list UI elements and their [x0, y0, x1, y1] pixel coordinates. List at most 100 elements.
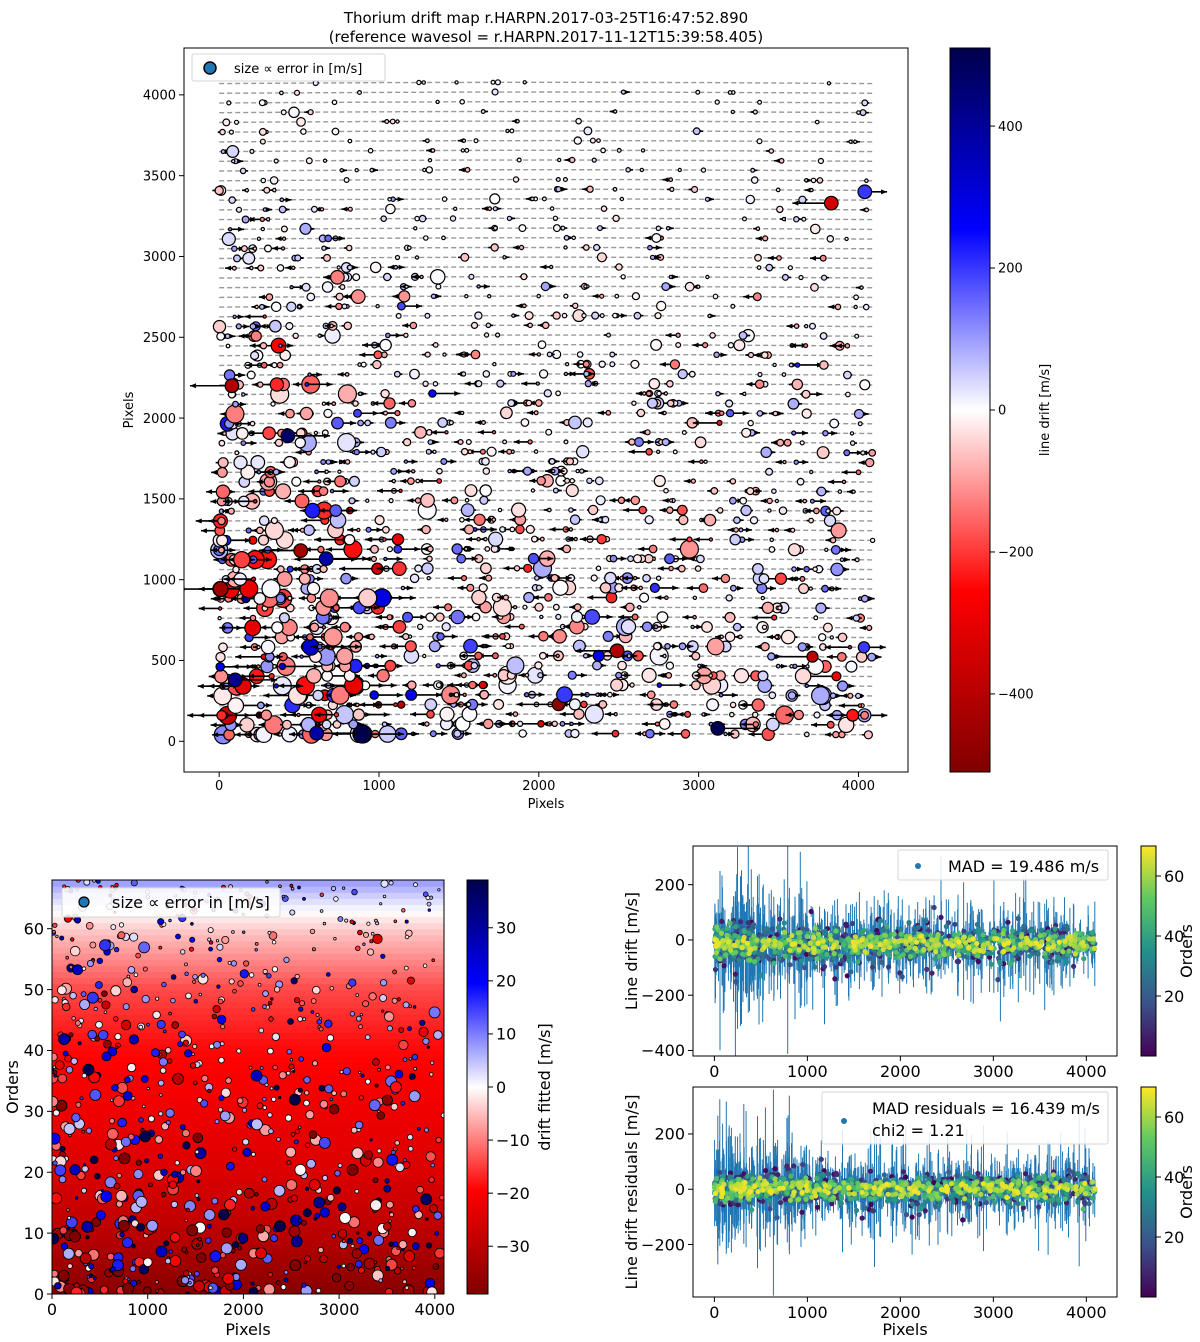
- drift-arrow-head: [266, 207, 273, 213]
- line-drift-point: [569, 514, 581, 525]
- line-drift-point: [441, 196, 448, 202]
- line-drift-point: [749, 516, 759, 525]
- drift-arrow-head: [379, 643, 386, 649]
- line-drift-point: [787, 265, 794, 271]
- line-drift-point: [575, 117, 582, 125]
- line-drift-point: [464, 484, 478, 498]
- drift-arrow-head: [212, 732, 219, 738]
- line-point: [52, 929, 56, 934]
- line-drift-point: [217, 457, 229, 469]
- line-drift-point: [448, 420, 454, 426]
- line-drift-point: [464, 524, 475, 535]
- line-point: [288, 1093, 301, 1106]
- line-point: [93, 1006, 98, 1012]
- line-point: [122, 1003, 130, 1010]
- drift-arrow-head: [835, 343, 842, 349]
- drift-arrow-head: [569, 371, 576, 377]
- y-tick-label: 0: [168, 735, 176, 750]
- drift-arrow-head: [631, 585, 638, 591]
- line-point: [310, 1010, 315, 1014]
- line-drift-point: [420, 493, 435, 508]
- fitted-drift-band: [52, 1007, 444, 1015]
- line-point: [219, 1110, 231, 1122]
- line-drift-point: [296, 116, 306, 127]
- line-point: [398, 1039, 409, 1051]
- line-point: [433, 1030, 443, 1040]
- drift-arrow-head: [396, 663, 403, 669]
- line-drift-point: [665, 506, 674, 515]
- line-drift-point: [832, 506, 842, 516]
- line-drift-point: [390, 467, 398, 475]
- line-drift-point: [625, 167, 631, 173]
- legend-marker-icon: [78, 896, 90, 908]
- drift-arrow-head: [210, 499, 217, 505]
- order-trace: [219, 207, 874, 211]
- line-point: [262, 1096, 267, 1102]
- line-point: [138, 1117, 144, 1123]
- fitted-drift-y-axis-label: Orders: [3, 1060, 22, 1114]
- drift-arrow-head: [318, 507, 325, 513]
- line-drift-point: [516, 720, 524, 728]
- x-tick-label: 1000: [127, 1300, 168, 1319]
- drift-arrow-head: [706, 410, 713, 416]
- line-drift-point: [435, 612, 445, 622]
- drift-arrow-head: [365, 449, 372, 455]
- line-drift-point: [520, 418, 530, 427]
- line-point: [63, 1123, 76, 1135]
- line-drift-point: [812, 566, 818, 573]
- line-drift-point: [599, 293, 605, 299]
- line-point: [219, 1252, 227, 1259]
- line-drift-point: [404, 640, 417, 653]
- line-point: [218, 1095, 225, 1102]
- line-drift-point: [681, 430, 687, 436]
- drift-arrow-head: [458, 167, 465, 173]
- line-drift-point: [581, 312, 587, 319]
- line-drift-point: [250, 455, 266, 470]
- drift-arrow-head: [450, 663, 457, 669]
- drift-arrow-head: [745, 527, 752, 533]
- line-drift-point: [688, 370, 696, 378]
- line-point: [384, 1011, 395, 1022]
- y-tick-label: 40: [24, 1041, 44, 1060]
- line-drift-point: [555, 613, 562, 621]
- line-point: [101, 990, 108, 997]
- line-drift-point: [525, 524, 535, 535]
- line-drift-point: [422, 653, 427, 659]
- line-drift-point: [379, 338, 392, 352]
- drift-arrow-head: [621, 585, 628, 591]
- line-drift-point: [570, 728, 580, 739]
- line-drift-point: [733, 668, 750, 684]
- drift-arrow-head: [691, 284, 698, 290]
- fitted-drift-axes-frame: [51, 879, 445, 1295]
- drift-arrow-head: [278, 469, 285, 475]
- drift-arrow-head: [775, 459, 782, 465]
- drift-arrow-head: [748, 537, 755, 543]
- line-drift-point: [393, 264, 399, 270]
- line-point: [337, 1163, 343, 1168]
- line-drift-point: [582, 360, 590, 368]
- drift-arrow-head: [790, 343, 797, 349]
- line-drift-point: [374, 514, 385, 526]
- line-drift-point: [710, 487, 719, 495]
- line-drift-point: [398, 488, 403, 493]
- legend-marker-icon: [203, 61, 217, 75]
- line-point: [110, 985, 122, 997]
- line-drift-point: [568, 507, 574, 513]
- line-drift-point: [512, 605, 518, 610]
- line-drift-point: [803, 731, 810, 738]
- line-drift-point: [728, 711, 735, 718]
- line-point: [382, 1222, 392, 1231]
- drift-arrow-head: [398, 264, 405, 270]
- line-drift-point: [846, 708, 860, 722]
- line-drift-point: [482, 467, 491, 475]
- drift-arrow-head: [564, 157, 571, 163]
- line-point: [142, 1104, 146, 1109]
- line-drift-point: [750, 176, 759, 184]
- line-point: [81, 1165, 89, 1173]
- line-drift-point: [468, 273, 475, 280]
- line-drift-point: [279, 90, 284, 96]
- line-drift-point: [713, 351, 720, 359]
- drift-arrow-head: [565, 575, 572, 581]
- drift-map-subtitle: (reference wavesol = r.HARPN.2017-11-12T…: [329, 28, 764, 46]
- line-drift-point: [314, 469, 319, 475]
